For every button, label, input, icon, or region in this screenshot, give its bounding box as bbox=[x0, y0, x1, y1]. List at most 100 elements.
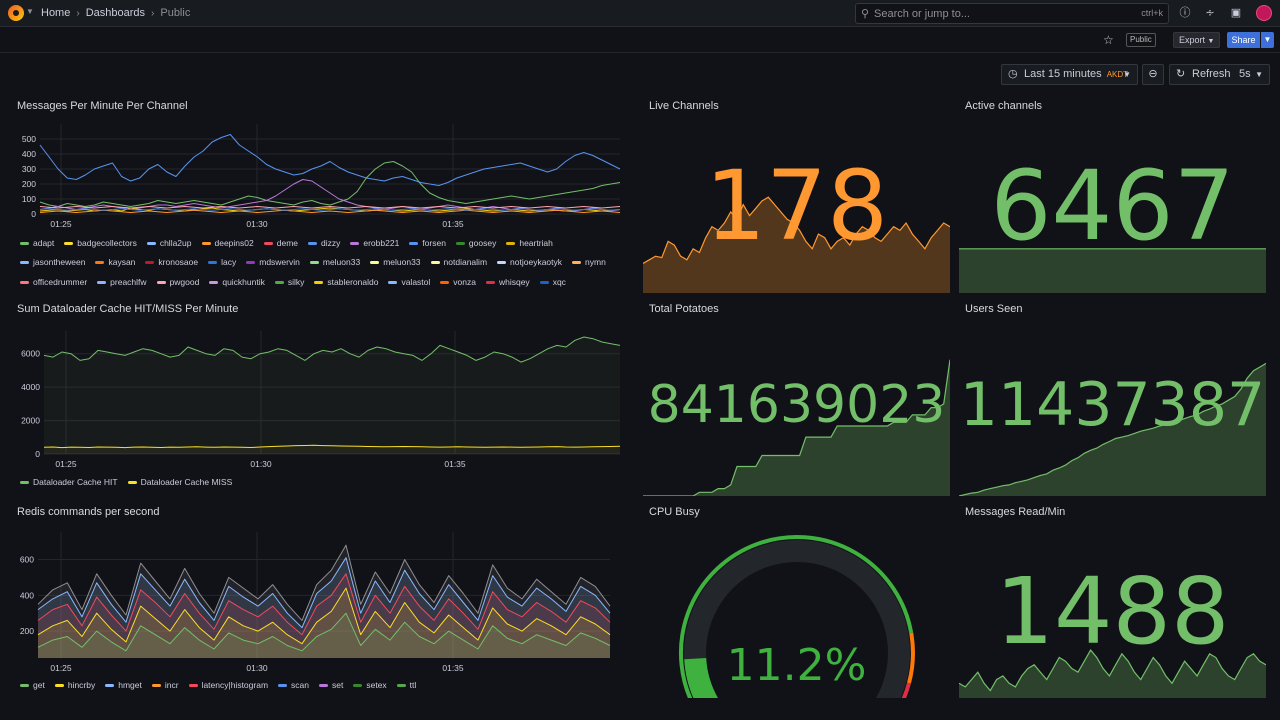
legend-item[interactable]: quickhuntik bbox=[209, 275, 265, 290]
zoom-out-button[interactable]: ⊖ bbox=[1142, 64, 1164, 85]
panel-title: Messages Read/Min bbox=[965, 506, 1066, 518]
legend-item[interactable]: get bbox=[20, 678, 45, 692]
x-tick-label: 01:25 bbox=[55, 459, 77, 469]
series-area bbox=[38, 588, 610, 658]
legend-item[interactable]: set bbox=[319, 678, 343, 692]
legend-item[interactable]: stableronaldo bbox=[314, 275, 378, 290]
legend-swatch bbox=[263, 242, 273, 246]
legend-item[interactable]: xqc bbox=[539, 275, 566, 290]
legend-item[interactable]: pwgood bbox=[156, 275, 200, 290]
redis-chart[interactable]: 200 400 600 01:25 01:30 01:35 bbox=[0, 528, 636, 678]
legend-item[interactable]: whisqey bbox=[485, 275, 530, 290]
y-tick-label: 200 bbox=[22, 179, 36, 189]
legend-item[interactable]: meluon33 bbox=[370, 255, 421, 270]
stat-value: 1488 bbox=[995, 558, 1230, 665]
grafana-logo-icon[interactable] bbox=[8, 5, 24, 21]
legend-label: ttl bbox=[409, 679, 417, 690]
sparkline-area bbox=[643, 197, 950, 293]
legend-label: kaysan bbox=[108, 257, 136, 268]
legend-item[interactable]: jasontheween bbox=[20, 255, 85, 270]
refresh-button[interactable]: ↻ Refresh 5s ▼ bbox=[1169, 64, 1270, 85]
legend-item[interactable]: kaysan bbox=[95, 255, 135, 270]
legend-item[interactable]: hmget bbox=[105, 678, 142, 692]
breadcrumb-dashboards[interactable]: Dashboards bbox=[85, 7, 146, 19]
search-input[interactable]: ⚲ Search or jump to... ctrl+k bbox=[855, 3, 1169, 24]
messages-per-minute-chart[interactable]: 0 100 200 300 400 500 01:25 01:30 01:35 bbox=[0, 122, 636, 252]
export-button[interactable]: Export ▼ bbox=[1173, 32, 1221, 48]
search-shortcut: ctrl+k bbox=[1141, 8, 1163, 18]
chevron-right-icon: › bbox=[151, 7, 155, 19]
legend-label: notjoeykaotyk bbox=[510, 257, 563, 268]
legend-item[interactable]: vonza bbox=[440, 275, 476, 290]
legend-item[interactable]: Dataloader Cache HIT bbox=[20, 475, 118, 489]
dataloader-chart[interactable]: 0 2000 4000 6000 01:25 01:30 01:35 bbox=[0, 325, 636, 475]
search-icon: ⚲ bbox=[861, 8, 870, 20]
legend-item[interactable]: lacy bbox=[208, 255, 236, 270]
y-tick-label: 400 bbox=[22, 149, 36, 159]
legend-item[interactable]: silky bbox=[274, 275, 304, 290]
legend-item[interactable]: meluon33 bbox=[309, 255, 360, 270]
stat-value: 178 bbox=[704, 150, 889, 262]
legend-label: badgecollectors bbox=[77, 238, 137, 249]
refresh-interval[interactable]: 5s bbox=[1239, 68, 1251, 80]
clock-icon: ◷ bbox=[1008, 68, 1018, 80]
legend-label: meluon33 bbox=[383, 257, 421, 268]
legend-item[interactable]: adapt bbox=[20, 236, 54, 251]
legend-item[interactable]: mdswervin bbox=[246, 255, 300, 270]
legend-item[interactable]: setex bbox=[353, 678, 387, 692]
gauge-threshold-green bbox=[678, 535, 914, 698]
legend-item[interactable]: ttl bbox=[396, 678, 417, 692]
legend-item[interactable]: deepins02 bbox=[201, 236, 254, 251]
legend-item[interactable]: deme bbox=[263, 236, 298, 251]
legend-item[interactable]: scan bbox=[278, 678, 309, 692]
time-range-picker[interactable]: ◷ Last 15 minutes AKDT ▼ bbox=[1001, 64, 1138, 85]
legend-item[interactable]: officedrummer bbox=[20, 275, 87, 290]
panel-live-channels: Live Channels 178 bbox=[643, 100, 950, 293]
rss-icon[interactable]: ∻ bbox=[1205, 7, 1215, 19]
share-button[interactable]: Share bbox=[1227, 32, 1260, 48]
legend-item[interactable]: valastol bbox=[388, 275, 430, 290]
legend-item[interactable]: heartriah bbox=[506, 236, 553, 251]
y-tick-label: 600 bbox=[20, 554, 34, 564]
legend-swatch bbox=[309, 261, 319, 265]
legend-item[interactable]: hincrby bbox=[54, 678, 95, 692]
panel-title: Users Seen bbox=[965, 303, 1023, 315]
legend-item[interactable]: erobb221 bbox=[350, 236, 399, 251]
x-tick-label: 01:30 bbox=[250, 459, 272, 469]
breadcrumb-current: Public bbox=[160, 7, 191, 19]
legend-item[interactable]: notjoeykaotyk bbox=[497, 255, 562, 270]
legend-label: valastol bbox=[401, 276, 431, 287]
series-line bbox=[39, 209, 621, 213]
breadcrumb-home[interactable]: Home bbox=[41, 7, 71, 19]
legend-label: Dataloader Cache MISS bbox=[140, 476, 233, 487]
legend-item[interactable]: forsen bbox=[409, 236, 446, 251]
legend-item[interactable]: nymn bbox=[572, 255, 606, 270]
legend-item[interactable]: latency|histogram bbox=[188, 678, 268, 692]
legend-swatch bbox=[54, 683, 64, 687]
legend-item[interactable]: notdianalim bbox=[430, 255, 487, 270]
series-area bbox=[38, 573, 610, 658]
legend-label: forsen bbox=[422, 238, 446, 249]
share-menu-button[interactable]: ▼ bbox=[1261, 32, 1274, 48]
help-icon[interactable]: ⓘ bbox=[1179, 7, 1191, 19]
avatar[interactable] bbox=[1256, 5, 1272, 21]
legend-item[interactable]: Dataloader Cache MISS bbox=[127, 475, 233, 489]
legend-item[interactable]: preachlfw bbox=[97, 275, 147, 290]
legend-item[interactable]: chlla2up bbox=[146, 236, 192, 251]
y-tick-label: 6000 bbox=[21, 349, 40, 359]
panel-title: Total Potatoes bbox=[649, 303, 719, 315]
y-tick-label: 100 bbox=[22, 194, 36, 204]
chevron-down-icon[interactable]: ▼ bbox=[26, 7, 34, 16]
dashboard-toolbar: ☆ Public Export ▼ Share ▼ bbox=[0, 27, 1280, 53]
legend-item[interactable]: dizzy bbox=[308, 236, 340, 251]
monitor-icon[interactable]: ▣ bbox=[1230, 7, 1242, 19]
legend-item[interactable]: goosey bbox=[455, 236, 496, 251]
star-icon[interactable]: ☆ bbox=[1103, 33, 1114, 47]
legend-item[interactable]: incr bbox=[151, 678, 179, 692]
legend-label: erobb221 bbox=[363, 238, 400, 249]
legend-label: pwgood bbox=[169, 276, 200, 287]
legend-swatch bbox=[539, 280, 549, 284]
legend-item[interactable]: badgecollectors bbox=[64, 236, 137, 251]
legend-item[interactable]: kronosaoe bbox=[145, 255, 198, 270]
stat-value: 841639023 bbox=[647, 375, 946, 435]
